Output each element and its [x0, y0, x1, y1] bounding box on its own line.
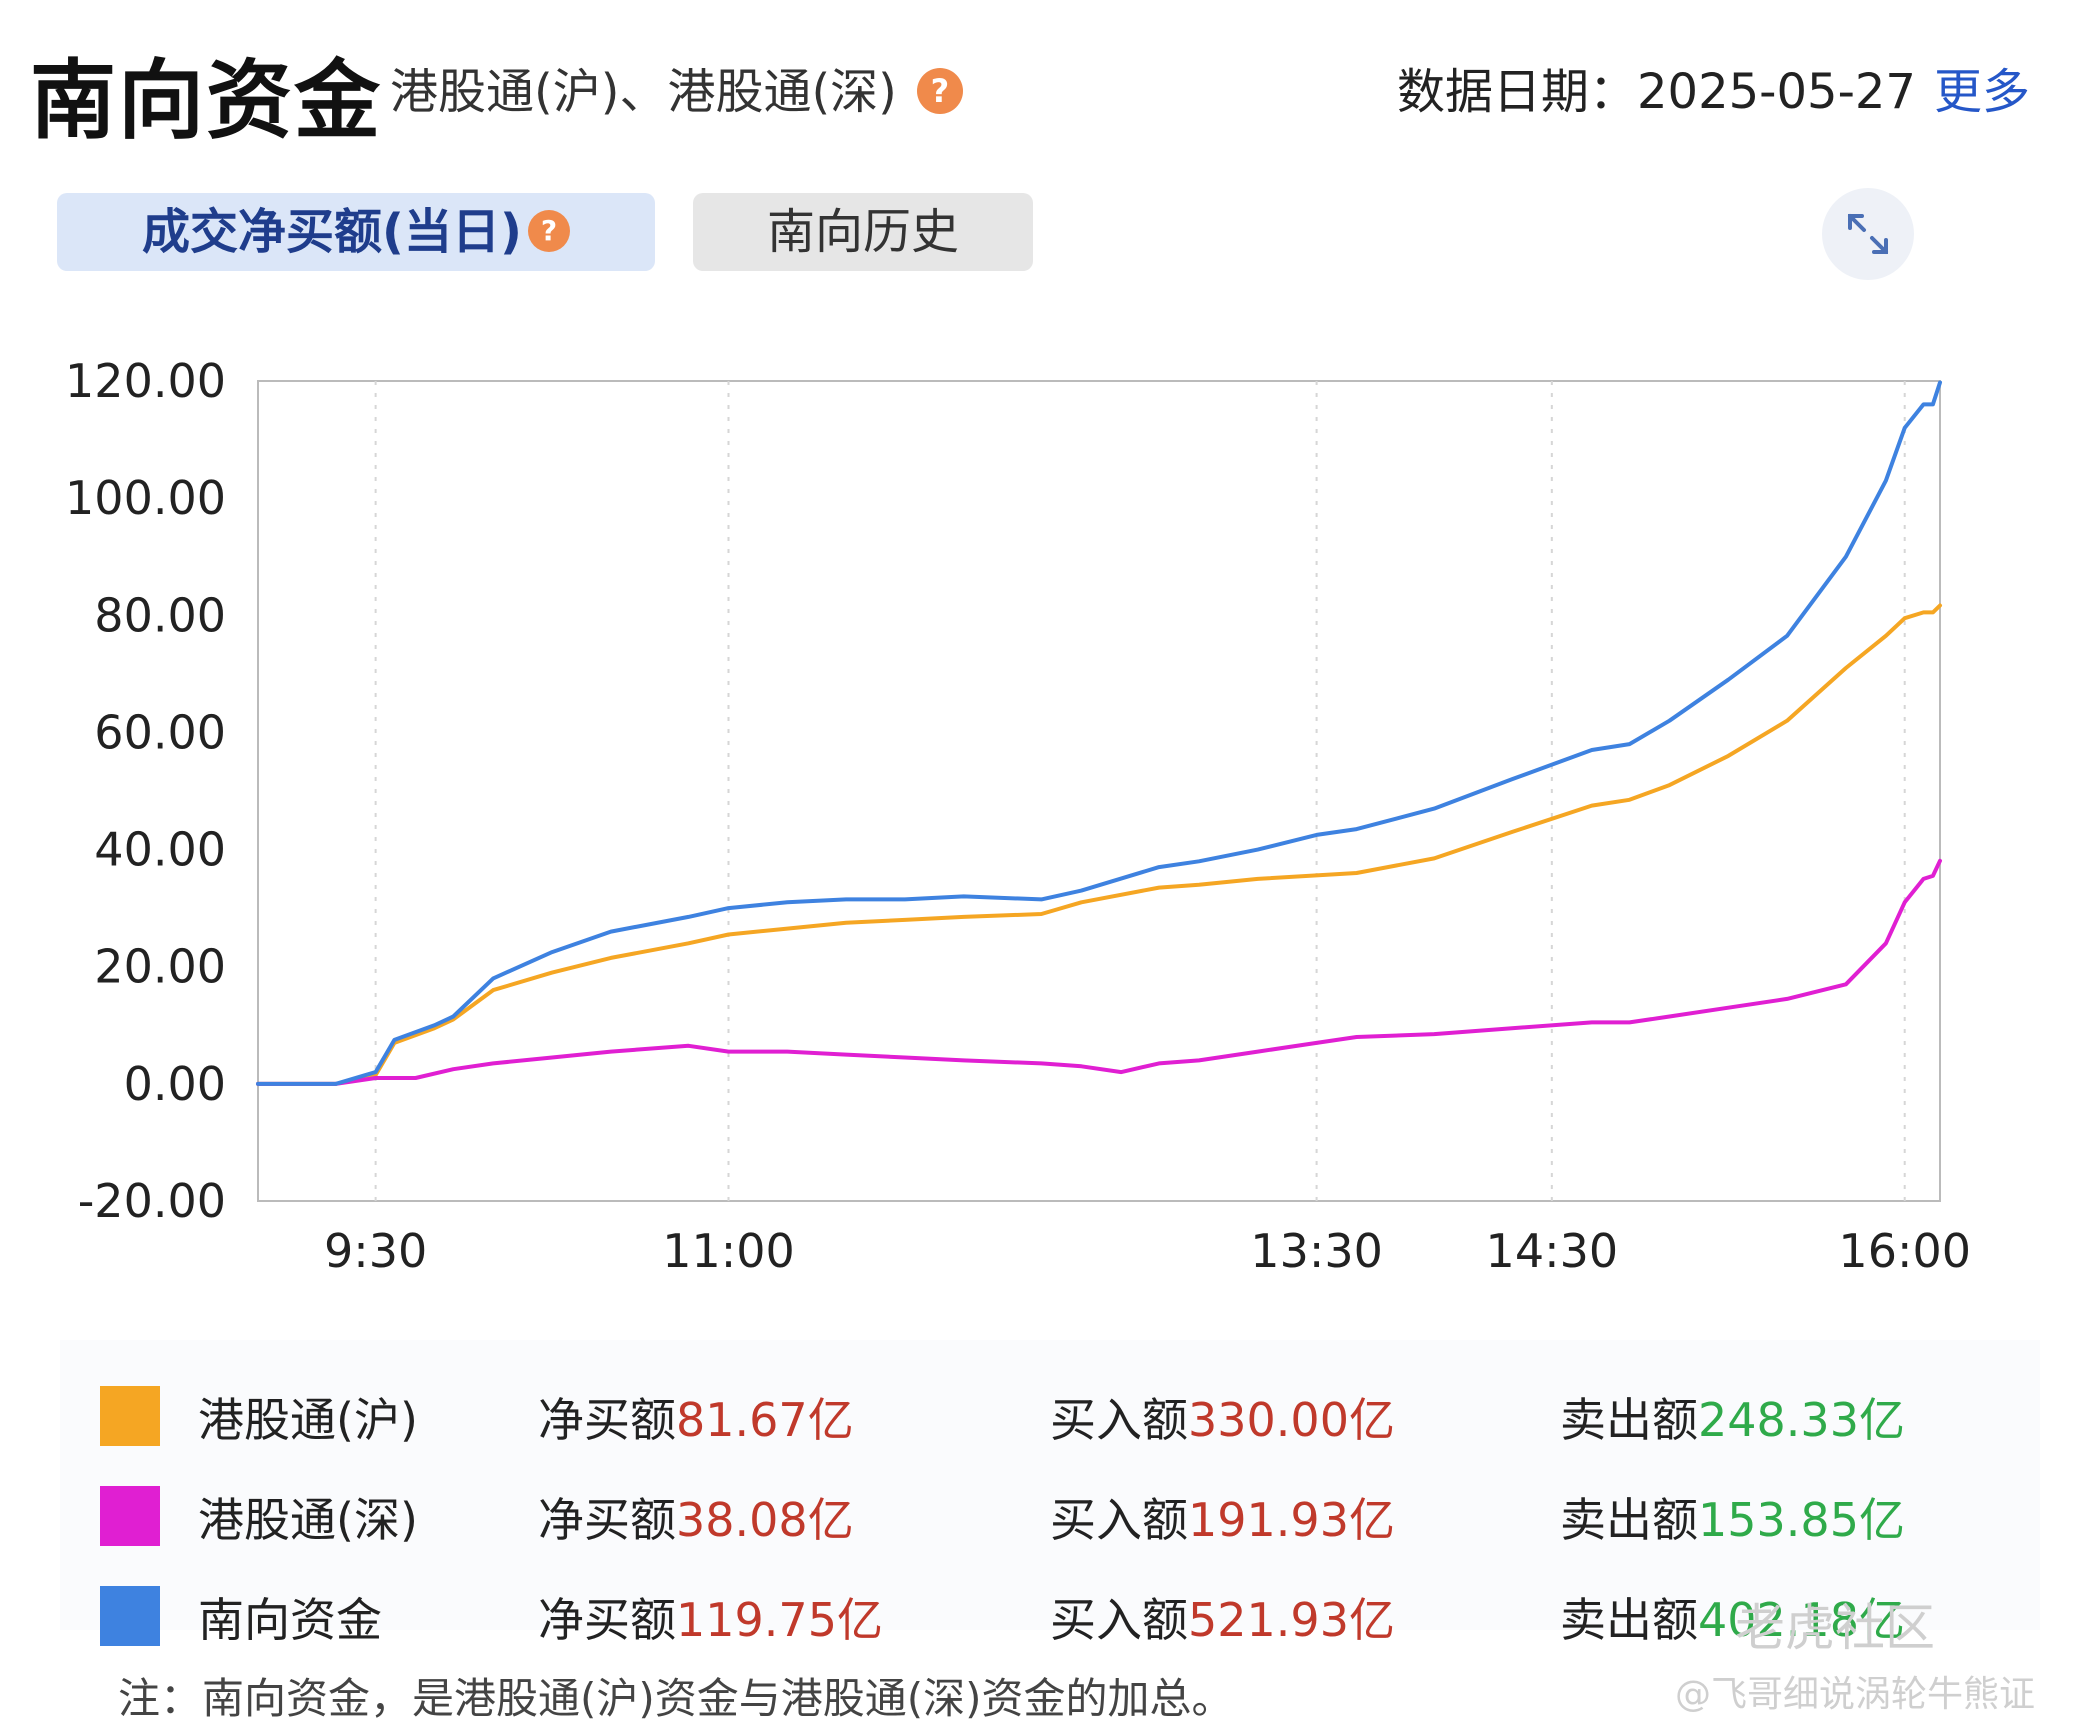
y-axis: 120.00 100.00 80.00 60.00 40.00 20.00 0.00 -20.… — [65, 354, 226, 1228]
subtitle-text: 港股通(沪)、港股通(深) — [390, 64, 897, 120]
footnote: 注：南向资金，是港股通(沪)资金与港股通(深)资金的加总。 — [118, 1674, 1234, 1723]
legend-buy: 买入额521.93亿 — [1050, 1584, 1395, 1650]
legend-row-total: 南向资金 净买额119.75亿 买入额521.93亿 卖出额402.18亿 — [60, 1568, 2040, 1648]
legend-net: 净买额81.67亿 — [538, 1384, 854, 1450]
legend-buy: 买入额191.93亿 — [1050, 1484, 1395, 1550]
x-tick-label: 11:00 — [662, 1224, 795, 1278]
y-tick-label: 100.00 — [65, 471, 226, 525]
legend-buy: 买入额330.00亿 — [1050, 1384, 1395, 1450]
legend-name: 港股通(沪) — [198, 1393, 418, 1447]
gridlines — [374, 381, 1906, 1201]
page-title: 南向资金 — [30, 51, 382, 151]
sell-label: 卖出额 — [1560, 1393, 1698, 1447]
net-value: 119.75亿 — [676, 1593, 883, 1647]
more-link[interactable]: 更多 — [1933, 64, 2030, 120]
net-label: 净买额 — [538, 1493, 676, 1547]
tab-daily-net-buy[interactable]: 成交净买额(当日)? — [57, 193, 655, 271]
series-line-2 — [256, 380, 1942, 1086]
x-tick-label: 13:30 — [1250, 1224, 1383, 1278]
buy-value: 330.00亿 — [1188, 1393, 1395, 1447]
legend-name: 南向资金 — [198, 1593, 382, 1647]
net-label: 净买额 — [538, 1393, 676, 1447]
buy-value: 191.93亿 — [1188, 1493, 1395, 1547]
buy-label: 买入额 — [1050, 1593, 1188, 1647]
y-tick-label: 60.00 — [94, 705, 226, 759]
legend-net: 净买额119.75亿 — [538, 1584, 883, 1650]
x-tick-label: 16:00 — [1838, 1224, 1971, 1278]
net-value: 81.67亿 — [676, 1393, 854, 1447]
legend-net: 净买额38.08亿 — [538, 1484, 854, 1550]
y-tick-label: -20.00 — [78, 1174, 226, 1228]
buy-label: 买入额 — [1050, 1393, 1188, 1447]
series-line-1 — [256, 858, 1942, 1086]
tab-southbound-history[interactable]: 南向历史 — [693, 193, 1033, 271]
y-tick-label: 120.00 — [65, 354, 226, 408]
legend-name: 港股通(深) — [198, 1493, 418, 1547]
legend-swatch-total — [100, 1586, 160, 1646]
sell-value: 402.18亿 — [1698, 1593, 1905, 1647]
watermark-user: @飞哥细说涡轮牛熊证 — [1675, 1674, 2036, 1715]
legend-sell: 卖出额248.33亿 — [1560, 1384, 1905, 1450]
net-label: 净买额 — [538, 1593, 676, 1647]
legend-sell: 卖出额402.18亿 — [1560, 1584, 1905, 1650]
y-tick-label: 40.00 — [94, 823, 226, 877]
sell-value: 153.85亿 — [1698, 1493, 1905, 1547]
legend-swatch-sh — [100, 1386, 160, 1446]
data-date: 数据日期：2025-05-27 更多 — [1397, 52, 2030, 122]
question-circle-icon[interactable]: ? — [527, 210, 570, 252]
legend-sell: 卖出额153.85亿 — [1560, 1484, 1905, 1550]
series-line-0 — [256, 603, 1942, 1086]
sell-value: 248.33亿 — [1698, 1393, 1905, 1447]
buy-label: 买入额 — [1050, 1493, 1188, 1547]
y-tick-label: 20.00 — [94, 940, 226, 994]
date-label: 数据日期：2025-05-27 — [1397, 64, 1916, 120]
x-tick-label: 14:30 — [1486, 1224, 1619, 1278]
plot-area — [257, 380, 1941, 1202]
page-subtitle: 港股通(沪)、港股通(深)? — [390, 52, 963, 122]
legend-row-sz: 港股通(深) 净买额38.08亿 买入额191.93亿 卖出额153.85亿 — [60, 1468, 2040, 1548]
sell-label: 卖出额 — [1560, 1493, 1698, 1547]
question-circle-icon[interactable]: ? — [916, 68, 963, 114]
legend: 港股通(沪) 净买额81.67亿 买入额330.00亿 卖出额248.33亿 港… — [60, 1340, 2040, 1647]
legend-row-sh: 港股通(沪) 净买额81.67亿 买入额330.00亿 卖出额248.33亿 — [60, 1368, 2040, 1448]
buy-value: 521.93亿 — [1188, 1593, 1395, 1647]
legend-swatch-sz — [100, 1486, 160, 1546]
y-tick-label: 80.00 — [94, 588, 226, 642]
x-tick-label: 9:30 — [324, 1224, 427, 1278]
x-axis: 9:30 11:00 13:30 14:30 16:00 — [324, 1224, 1971, 1278]
chart: 120.00 100.00 80.00 60.00 40.00 20.00 0.00 -20.… — [65, 354, 1971, 1278]
net-value: 38.08亿 — [676, 1493, 854, 1547]
expand-button[interactable] — [1822, 188, 1914, 280]
series-lines — [256, 380, 1942, 1086]
y-tick-label: 0.00 — [124, 1057, 226, 1111]
sell-label: 卖出额 — [1560, 1593, 1698, 1647]
tab-label: 成交净买额(当日) — [142, 204, 522, 260]
expand-arrows-icon — [1848, 214, 1888, 254]
watermark: 老虎社区 — [1735, 1599, 1935, 1657]
